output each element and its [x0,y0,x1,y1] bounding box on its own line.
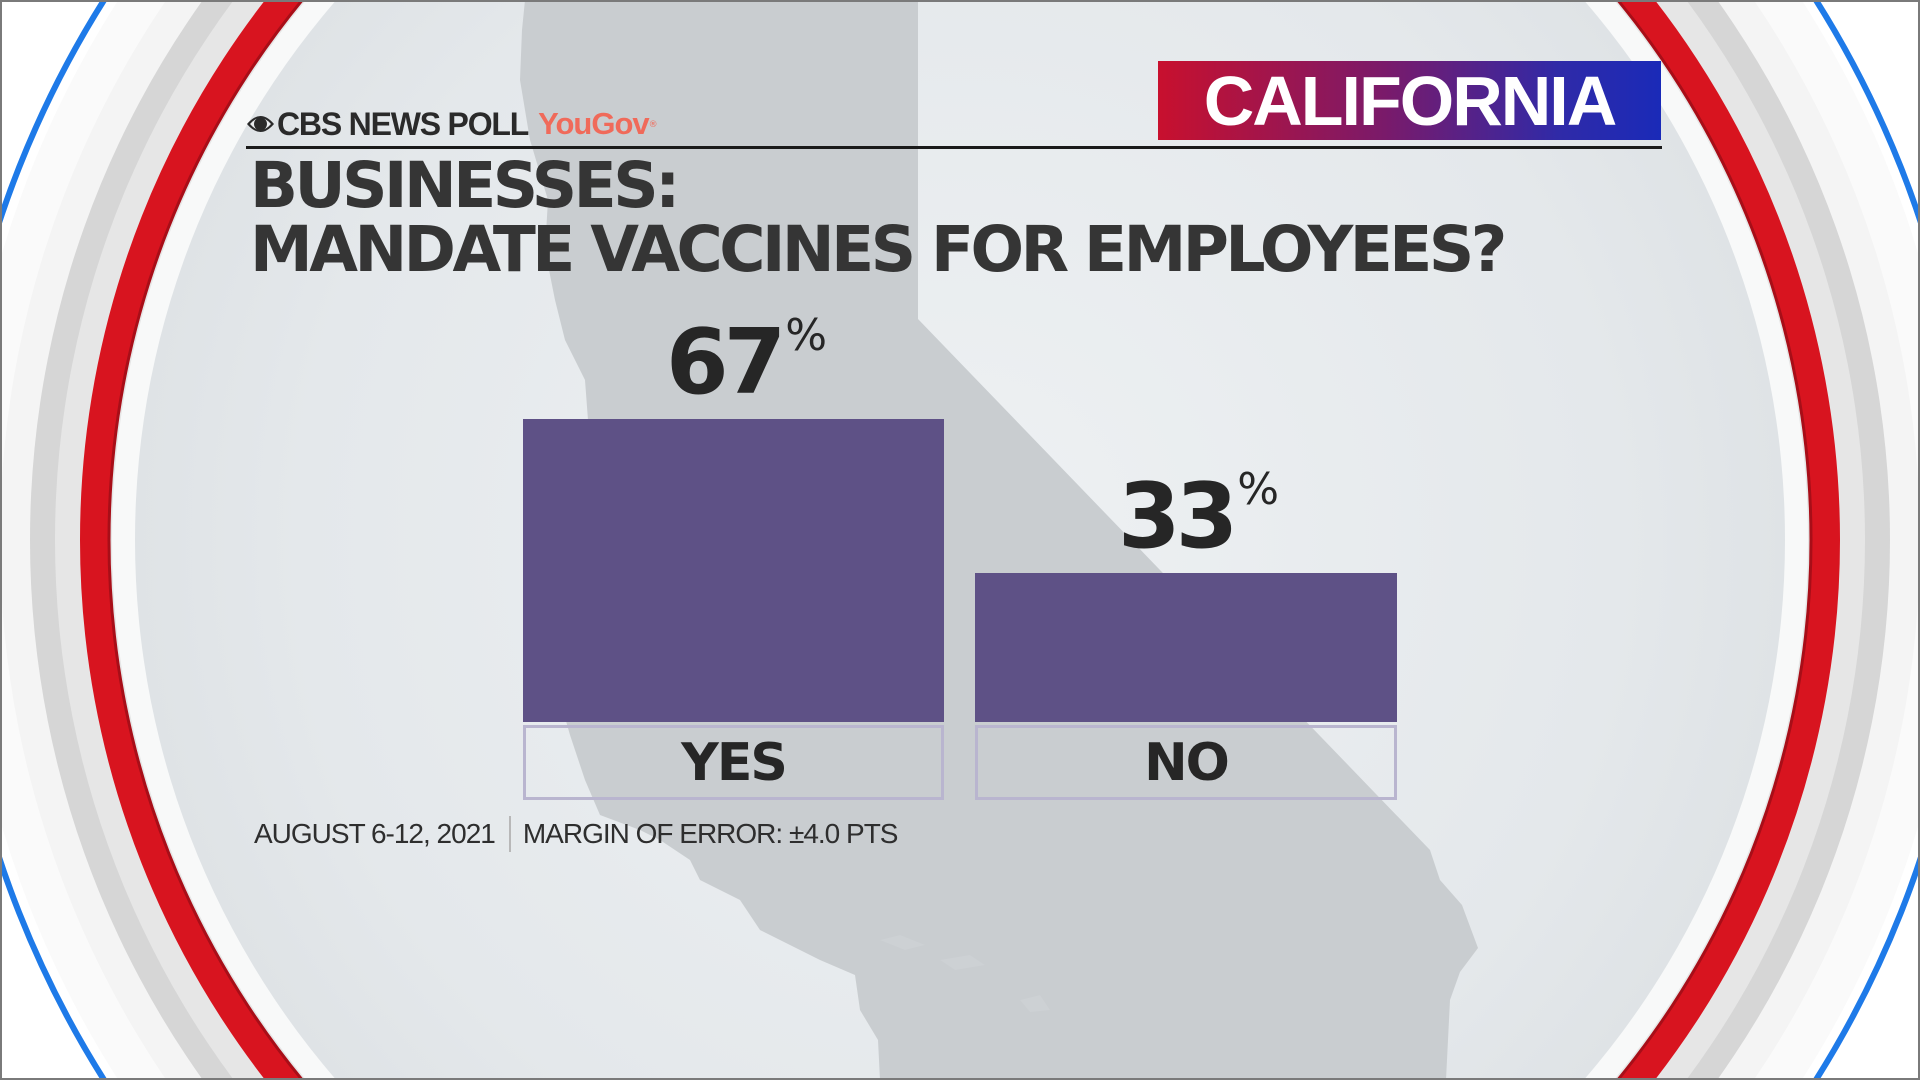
chart-title: BUSINESSES: MANDATE VACCINES FOR EMPLOYE… [250,149,1507,286]
title-line-1: BUSINESSES: [250,149,680,222]
margin-of-error: MARGIN OF ERROR: ±4.0 PTS [522,818,899,849]
poll-footer: AUGUST 6-12, 2021 MARGIN OF ERROR: ±4.0 … [254,816,898,852]
state-badge: CALIFORNIA [1158,61,1661,140]
bar-no [975,573,1397,722]
value-number: 33 [1118,464,1238,569]
poll-brand-name: CBS NEWS POLL [277,105,529,142]
california-map-silhouette [520,0,1478,1080]
bar-value-no: 33% [1118,468,1279,562]
state-badge-label: CALIFORNIA [1203,61,1618,140]
category-label: YES [681,732,788,793]
percent-sign: % [1237,464,1280,515]
bar-yes [523,419,944,722]
bar-value-yes: 67% [666,314,827,408]
value-number: 67 [666,310,786,415]
bar-label-no: NO [975,725,1397,800]
registered-mark: ® [648,120,658,130]
poll-brand: CBS NEWS POLL YouGov ® [246,104,658,144]
poll-dates: AUGUST 6-12, 2021 [254,818,496,849]
footer-separator [508,816,511,852]
bar-label-yes: YES [523,725,944,800]
category-label: NO [1144,732,1230,793]
yougov-logo: YouGov [538,106,650,141]
percent-sign: % [785,310,828,361]
cbs-eye-icon [247,116,274,132]
red-ring [80,0,1840,1080]
title-line-2: MANDATE VACCINES FOR EMPLOYEES? [250,213,1507,286]
header-divider [246,146,1662,149]
